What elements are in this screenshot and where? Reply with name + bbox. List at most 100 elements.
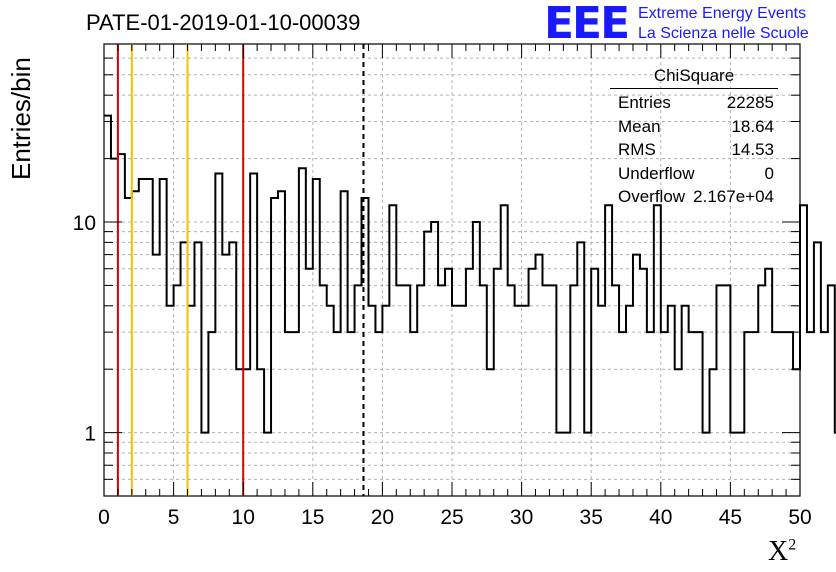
histogram-bin [208, 332, 215, 496]
logo-text: Extreme Energy Events La Scienza nelle S… [638, 4, 809, 44]
histogram-bin [188, 306, 195, 496]
histogram-bin [689, 332, 696, 496]
stats-row-rms: RMS 14.53 [610, 138, 778, 162]
x-tick-label: 35 [580, 506, 603, 529]
histogram-bin [341, 191, 348, 496]
stats-label: RMS [618, 140, 656, 159]
histogram-bin [153, 255, 160, 496]
histogram-bin [438, 285, 445, 496]
x-tick-label: 15 [301, 506, 324, 529]
histogram-bin [765, 269, 772, 496]
histogram-bin [522, 306, 529, 496]
histogram-bin [529, 269, 536, 496]
histogram-bin [355, 285, 362, 496]
histogram-bin [619, 332, 626, 496]
y-axis-label: Entries/bin [6, 57, 36, 180]
histogram-bin [716, 285, 723, 496]
histogram-bin [570, 285, 577, 496]
stats-row-underflow: Underflow 0 [610, 162, 778, 186]
stats-value: 14.53 [731, 140, 774, 159]
histogram-bin [285, 332, 292, 496]
histogram-bin [591, 269, 598, 496]
histogram-bin [167, 306, 174, 496]
histogram-bin [327, 306, 334, 496]
histogram-bin [508, 285, 515, 496]
histogram-bin [542, 285, 549, 496]
histogram-bin [647, 332, 654, 496]
histogram-bin [779, 332, 786, 496]
histogram-bin [410, 332, 417, 496]
histogram-bin [661, 332, 668, 496]
histogram-bin [403, 285, 410, 496]
histogram-bin [696, 332, 703, 496]
histogram-bin [501, 205, 508, 496]
histogram-bin [174, 285, 181, 496]
stats-value: 2.167e+04 [693, 187, 774, 206]
x-axis-label: X2 [768, 536, 797, 567]
stats-row-entries: Entries 22285 [610, 91, 778, 115]
stats-title: ChiSquare [610, 66, 778, 89]
stats-row-overflow: Overflow 2.167e+04 [610, 185, 778, 209]
histogram-bin [431, 222, 438, 496]
histogram-bin [612, 285, 619, 496]
histogram-bin [598, 306, 605, 496]
stats-label: Overflow [618, 187, 686, 206]
histogram-bin [605, 205, 612, 496]
histogram-bin [375, 332, 382, 496]
histogram-outline [104, 114, 836, 434]
stats-label: Underflow [618, 163, 695, 183]
histogram-bin [668, 306, 675, 496]
histogram-bin [396, 285, 403, 496]
y-tick-label: 1 [84, 423, 96, 446]
histogram-bin [480, 285, 487, 496]
histogram-bin [320, 285, 327, 496]
histogram-bin [640, 269, 647, 496]
histogram-bin [382, 306, 389, 496]
x-tick-label: 25 [440, 506, 463, 529]
histogram-bin [222, 255, 229, 496]
histogram-bin [654, 205, 661, 496]
stats-box: ChiSquare Entries 22285 Mean 18.64 RMS 14.5… [610, 66, 778, 209]
histogram-bin [807, 332, 814, 496]
histogram-bin [368, 306, 375, 496]
x-tick-label: 40 [649, 506, 672, 529]
histogram-bin [306, 269, 313, 496]
histogram-bin [723, 285, 730, 496]
histogram-bin [494, 269, 501, 496]
histogram-bin [536, 255, 543, 496]
x-tick-label: 30 [510, 506, 533, 529]
x-tick-label: 20 [371, 506, 394, 529]
histogram-bin [417, 285, 424, 496]
histogram-bin [424, 232, 431, 496]
histogram-bin [772, 332, 779, 496]
histogram-bin [751, 332, 758, 496]
histogram-bin [682, 306, 689, 496]
x-tick-label: 10 [232, 506, 255, 529]
x-tick-label: 0 [98, 506, 110, 529]
stats-row-mean: Mean 18.64 [610, 115, 778, 139]
histogram-bin [445, 269, 452, 496]
histogram-bin [292, 332, 299, 496]
x-tick-label: 50 [788, 506, 811, 529]
histogram-bin [821, 332, 828, 496]
histogram-bin [160, 179, 167, 496]
eee-logo: EEE [544, 0, 630, 49]
histogram-bin [334, 332, 341, 496]
histogram-bin [549, 285, 556, 496]
histogram-bin [828, 285, 835, 496]
histogram-bin [786, 332, 793, 496]
stats-value: 22285 [726, 93, 774, 112]
histogram-bin [800, 205, 807, 496]
histogram-bin [118, 154, 125, 496]
histogram-bin [633, 255, 640, 496]
histogram-bin [626, 306, 633, 496]
histogram-bin [111, 159, 118, 496]
logo-line-1: Extreme Energy Events [638, 5, 807, 22]
stats-value: 0 [764, 163, 774, 183]
logo-line-2: La Scienza nelle Scuole [638, 25, 809, 42]
histogram-bin [348, 332, 355, 496]
x-tick-label: 5 [168, 506, 180, 529]
histogram-bin [473, 222, 480, 496]
histogram-bin [744, 332, 751, 496]
histogram-bin [814, 242, 821, 496]
